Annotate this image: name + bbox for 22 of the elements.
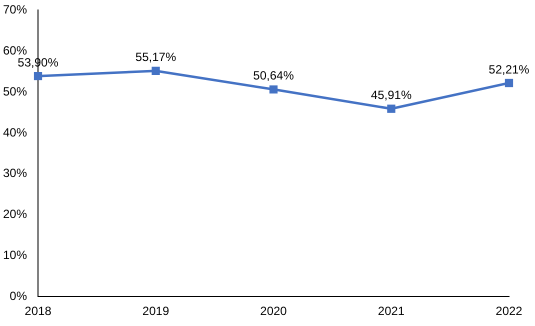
x-tick-label: 2019 <box>142 304 170 318</box>
point <box>387 104 396 113</box>
y-tick-label: 50% <box>2 84 28 98</box>
point <box>152 66 160 75</box>
y-tick-label: 40% <box>2 125 28 140</box>
x-tick-label: 2020 <box>260 304 288 318</box>
y-tick-label: 10% <box>2 248 28 262</box>
data-label: 45,91% <box>370 88 412 102</box>
y-tick-label: 60% <box>2 43 28 58</box>
y-tick-label: 0% <box>10 288 28 303</box>
data-label: 50,64% <box>253 68 294 83</box>
data-label: 52,21% <box>488 62 530 76</box>
y-tick-label: 70% <box>2 2 28 17</box>
x-tick-label: 2018 <box>24 304 52 318</box>
data-label: 55,17% <box>135 50 176 64</box>
point <box>504 78 514 88</box>
x-tick-label: 2022 <box>496 304 523 318</box>
y-tick-label: 30% <box>2 166 28 180</box>
y-tick-label: 20% <box>2 207 28 222</box>
point <box>34 72 42 80</box>
x-tick-label: 2021 <box>378 304 405 318</box>
point <box>269 85 278 94</box>
